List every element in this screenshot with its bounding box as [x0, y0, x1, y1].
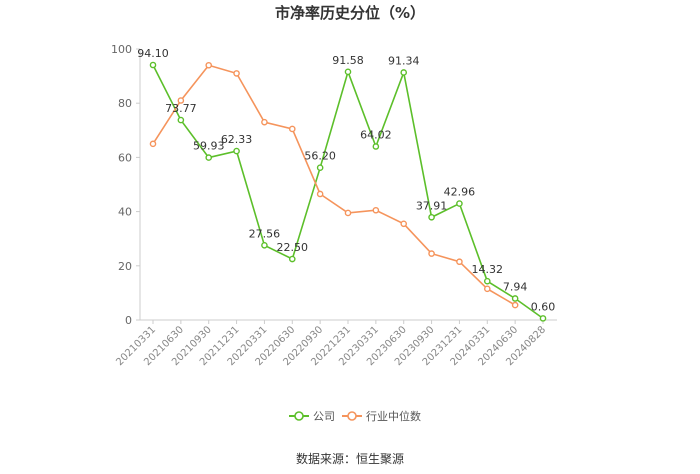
y-tick-label: 40 [118, 206, 132, 219]
company-point [288, 255, 296, 263]
company-point [261, 242, 268, 249]
chart-title: 市净率历史分位（%） [274, 4, 426, 22]
data-label: 56.20 [304, 150, 336, 163]
data-label: 27.56 [249, 227, 281, 240]
data-label: 14.32 [472, 263, 504, 276]
company-point [149, 61, 157, 69]
industry-point [316, 190, 324, 198]
data-label: 73.77 [165, 102, 197, 115]
data-source: 数据来源：恒生聚源 [295, 452, 404, 466]
company-point [316, 164, 324, 171]
data-label: 94.10 [137, 47, 169, 60]
industry-point [344, 209, 352, 217]
company-point [483, 277, 491, 285]
industry-point [177, 97, 185, 104]
company-point [372, 143, 380, 150]
company-point [428, 213, 435, 221]
company-point [233, 147, 240, 155]
series-line-1 [152, 64, 516, 306]
industry-point [149, 140, 157, 148]
industry-point [288, 125, 296, 133]
legend-marker-company [294, 411, 304, 421]
y-tick-label: 60 [118, 151, 132, 164]
industry-point [456, 258, 463, 266]
company-point [456, 200, 463, 207]
company-point [205, 154, 213, 161]
y-tick-label: 20 [118, 260, 132, 273]
data-label: 62.33 [221, 133, 253, 146]
y-tick-label: 80 [118, 97, 132, 110]
industry-point [372, 206, 380, 214]
industry-point [261, 118, 268, 126]
data-label: 42.96 [444, 186, 476, 199]
y-tick-label: 0 [125, 314, 132, 327]
legend-marker-industry [347, 411, 357, 421]
data-label: 7.94 [503, 280, 528, 293]
industry-point [483, 285, 491, 293]
industry-point [205, 61, 213, 69]
company-point [344, 68, 352, 76]
company-point [177, 116, 185, 124]
legend-label-company: 公司 [313, 410, 335, 423]
company-point [400, 69, 408, 76]
industry-point [428, 250, 435, 257]
data-label: 91.58 [332, 54, 364, 67]
company-point [511, 295, 519, 302]
data-label: 59.93 [193, 140, 225, 153]
industry-point [400, 220, 408, 228]
data-label: 64.02 [360, 129, 392, 142]
industry-point [511, 301, 519, 309]
y-tick-label: 100 [111, 43, 132, 56]
data-label: 91.34 [388, 54, 420, 67]
data-label: 22.50 [277, 241, 309, 254]
company-point [539, 315, 547, 322]
data-label: 37.91 [416, 199, 448, 212]
industry-point [233, 70, 240, 77]
legend-label-industry: 行业中位数 [366, 409, 421, 423]
data-label: 0.60 [531, 300, 556, 313]
